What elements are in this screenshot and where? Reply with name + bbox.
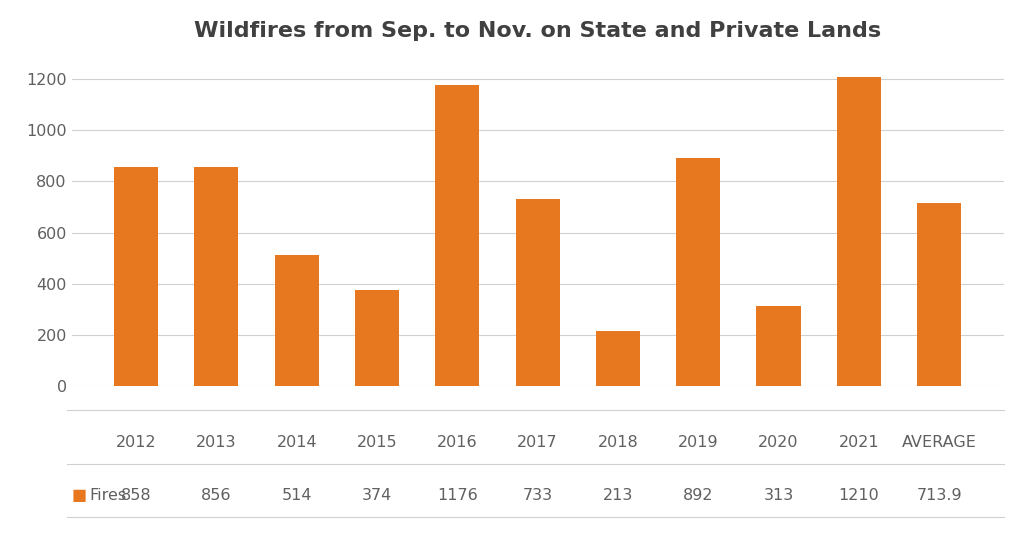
Text: Fires: Fires <box>89 488 126 503</box>
Text: 713.9: 713.9 <box>916 488 962 503</box>
Text: 2014: 2014 <box>276 435 317 450</box>
Text: 313: 313 <box>763 488 794 503</box>
Text: 2018: 2018 <box>598 435 638 450</box>
Bar <box>274 255 318 386</box>
Bar <box>918 204 962 386</box>
Text: 856: 856 <box>201 488 231 503</box>
Text: ■: ■ <box>72 488 87 503</box>
Text: 858: 858 <box>121 488 152 503</box>
Text: 2020: 2020 <box>758 435 799 450</box>
Bar <box>596 331 640 386</box>
Bar <box>676 158 720 386</box>
Text: AVERAGE: AVERAGE <box>902 435 977 450</box>
Text: 2013: 2013 <box>197 435 237 450</box>
Text: 892: 892 <box>683 488 714 503</box>
Bar <box>837 77 881 386</box>
Text: 213: 213 <box>603 488 633 503</box>
Text: 2015: 2015 <box>356 435 397 450</box>
Bar <box>757 306 801 386</box>
Text: 2021: 2021 <box>839 435 879 450</box>
Text: 2017: 2017 <box>517 435 558 450</box>
Title: Wildfires from Sep. to Nov. on State and Private Lands: Wildfires from Sep. to Nov. on State and… <box>194 21 882 41</box>
Text: 733: 733 <box>522 488 553 503</box>
Text: 1210: 1210 <box>839 488 880 503</box>
Bar <box>355 291 399 386</box>
Bar <box>515 198 560 386</box>
Text: 1176: 1176 <box>437 488 477 503</box>
Text: 2016: 2016 <box>437 435 477 450</box>
Bar <box>435 85 479 386</box>
Bar <box>195 167 239 386</box>
Bar <box>114 167 158 386</box>
Text: 2019: 2019 <box>678 435 719 450</box>
Text: 374: 374 <box>361 488 392 503</box>
Text: 2012: 2012 <box>116 435 157 450</box>
Text: 514: 514 <box>282 488 312 503</box>
